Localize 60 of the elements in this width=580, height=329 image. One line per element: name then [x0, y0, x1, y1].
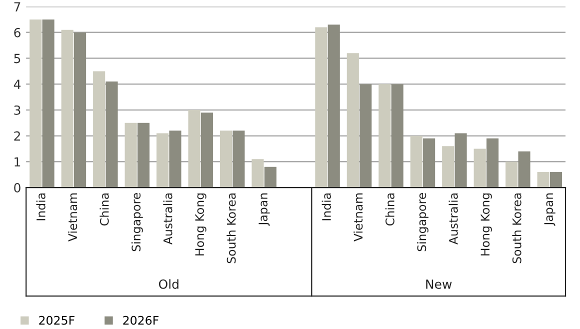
x-tick-label: South Korea [226, 193, 236, 264]
bar [454, 133, 467, 188]
bar [232, 130, 245, 188]
x-tick-label: Japan [258, 193, 270, 226]
legend-label: 2026F [123, 316, 158, 325]
bar [378, 84, 391, 188]
bar [550, 172, 562, 188]
legend-label: 2025F [39, 316, 74, 325]
y-tick-label: 3 [14, 105, 20, 115]
bar [518, 151, 530, 188]
x-tick-label: Hong Kong [195, 193, 206, 256]
x-tick-label: Hong Kong [480, 193, 492, 256]
bar [506, 162, 518, 188]
bar [360, 84, 372, 188]
bar [537, 172, 550, 188]
y-tick-label: 5 [14, 54, 20, 64]
y-tick-label: 4 [14, 80, 21, 89]
bar [124, 122, 137, 188]
x-tick-label: India [36, 193, 46, 220]
x-tick-label: Singapore [417, 193, 428, 252]
bar [188, 110, 200, 188]
bar [156, 133, 169, 188]
bar [220, 130, 232, 188]
y-tick-label: 7 [14, 2, 20, 12]
y-tick-label: 6 [14, 28, 20, 38]
bar [346, 53, 359, 188]
bar [328, 24, 340, 188]
bar [74, 32, 86, 188]
x-tick-label: China [385, 193, 394, 226]
bar [137, 122, 150, 188]
bar [391, 84, 404, 188]
text: New [426, 280, 452, 289]
text: Old [158, 279, 178, 289]
bar [93, 71, 106, 188]
bar [474, 148, 486, 188]
bar [315, 27, 328, 188]
x-tick-label: China [100, 193, 109, 226]
y-tick-label: 0 [14, 183, 20, 192]
bar [486, 138, 499, 188]
y-tick-label: 2 [14, 131, 20, 141]
bar [106, 82, 118, 188]
bar [442, 146, 454, 188]
bar [264, 166, 276, 188]
x-tick-label: Australia [163, 193, 172, 245]
x-tick-label: India [322, 193, 331, 220]
bar [169, 130, 182, 188]
x-tick-label: Vietnam [354, 193, 363, 242]
x-tick-label: Singapore [131, 193, 143, 252]
bar [423, 138, 436, 188]
x-tick-label: Australia [448, 193, 458, 245]
bar [30, 20, 42, 188]
x-tick-label: Japan [544, 193, 556, 226]
x-tick-label: South Korea [512, 193, 522, 264]
bar [42, 20, 54, 188]
y-tick-label: 1 [14, 157, 20, 166]
x-tick-label: Vietnam [68, 193, 78, 242]
bar [252, 159, 264, 188]
bar [410, 136, 422, 188]
bar [61, 30, 74, 188]
bar [200, 112, 213, 188]
